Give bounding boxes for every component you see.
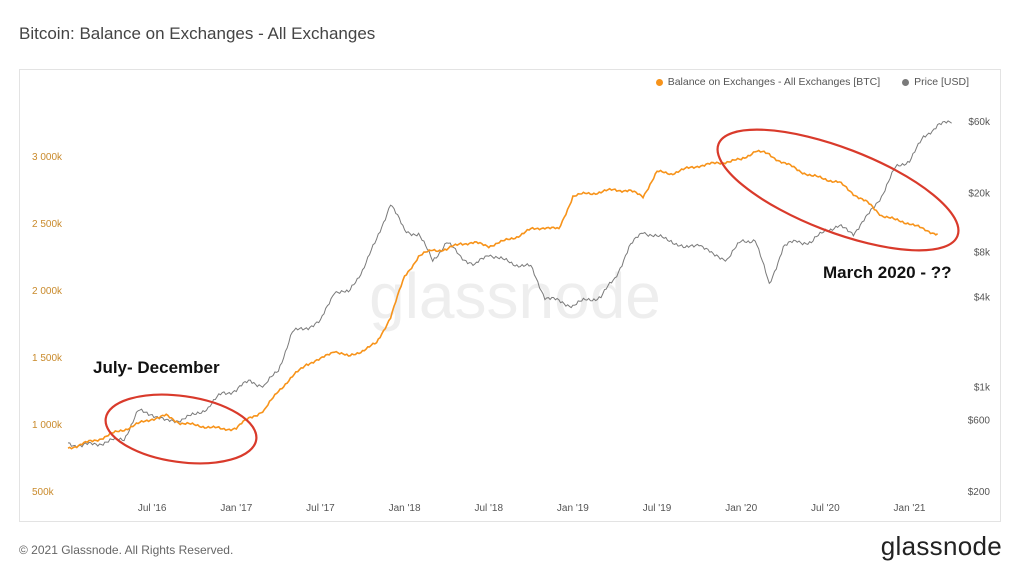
chart-panel — [19, 69, 1001, 522]
y-left-tick-label: 3 000k — [32, 152, 63, 163]
legend: Balance on Exchanges - All Exchanges [BT… — [655, 76, 969, 88]
x-tick-label: Jul '18 — [474, 503, 503, 514]
legend-dot-price — [902, 78, 910, 86]
y-right-tick-label: $1k — [974, 383, 991, 394]
annotation-left-text: July- December — [93, 358, 220, 377]
y-left-tick-label: 1 000k — [32, 420, 63, 431]
y-left-tick-label: 2 000k — [32, 286, 63, 297]
chart-title: Bitcoin: Balance on Exchanges - All Exch… — [19, 24, 376, 43]
price-series-line — [67, 120, 952, 449]
y-left-tick-label: 1 500k — [32, 353, 63, 364]
annotation-right-text: March 2020 - ?? — [823, 263, 952, 282]
legend-dot-balance — [655, 78, 663, 86]
y-right-tick-label: $60k — [968, 117, 991, 128]
x-tick-label: Jan '17 — [220, 503, 252, 514]
y-right-tick-label: $4k — [974, 293, 991, 304]
x-tick-label: Jul '20 — [811, 503, 840, 514]
x-tick-label: Jul '17 — [306, 503, 335, 514]
legend-label-balance: Balance on Exchanges - All Exchanges [BT… — [667, 76, 881, 88]
balance-series-line — [67, 149, 939, 450]
y-right-tick-label: $8k — [974, 248, 991, 259]
x-tick-label: Jan '19 — [557, 503, 589, 514]
x-tick-label: Jan '20 — [725, 503, 757, 514]
y-right-tick-label: $600 — [968, 416, 991, 427]
y-right-tick-label: $200 — [968, 487, 991, 498]
legend-label-price: Price [USD] — [914, 76, 969, 88]
legend-item-balance[interactable]: Balance on Exchanges - All Exchanges [BT… — [655, 76, 881, 88]
legend-item-price[interactable]: Price [USD] — [902, 76, 969, 88]
x-tick-label: Jan '18 — [389, 503, 421, 514]
x-tick-label: Jan '21 — [894, 503, 926, 514]
watermark: glassnode — [369, 260, 661, 332]
y-left-tick-label: 500k — [32, 487, 55, 498]
y-left-tick-label: 2 500k — [32, 219, 63, 230]
x-tick-label: Jul '19 — [643, 503, 672, 514]
annotation-ellipse-left — [104, 393, 258, 465]
y-right-tick-label: $20k — [968, 188, 991, 199]
annotation-ellipse-right — [716, 128, 960, 252]
copyright-text: © 2021 Glassnode. All Rights Reserved. — [19, 543, 234, 557]
brand-logo: glassnode — [880, 531, 1002, 561]
x-tick-label: Jul '16 — [138, 503, 167, 514]
